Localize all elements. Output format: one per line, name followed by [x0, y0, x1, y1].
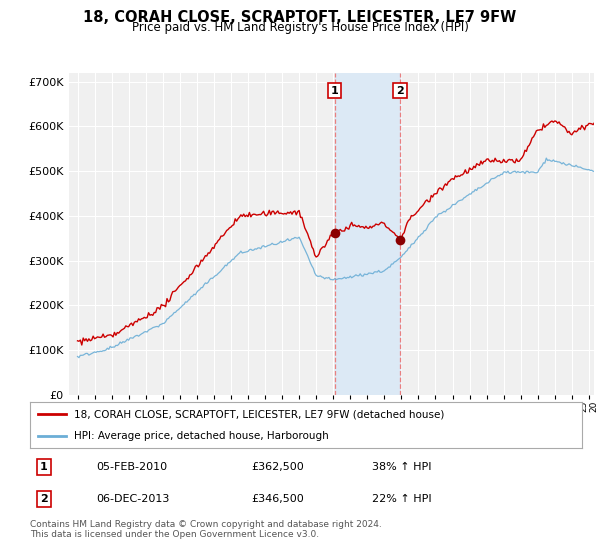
Text: 2: 2 — [40, 494, 47, 504]
Text: 38% ↑ HPI: 38% ↑ HPI — [372, 462, 432, 472]
Text: 05-FEB-2010: 05-FEB-2010 — [96, 462, 167, 472]
Text: 06-DEC-2013: 06-DEC-2013 — [96, 494, 170, 504]
Text: 2: 2 — [396, 86, 404, 96]
Text: Price paid vs. HM Land Registry's House Price Index (HPI): Price paid vs. HM Land Registry's House … — [131, 21, 469, 34]
Text: Contains HM Land Registry data © Crown copyright and database right 2024.
This d: Contains HM Land Registry data © Crown c… — [30, 520, 382, 539]
Text: 1: 1 — [331, 86, 338, 96]
Text: 18, CORAH CLOSE, SCRAPTOFT, LEICESTER, LE7 9FW (detached house): 18, CORAH CLOSE, SCRAPTOFT, LEICESTER, L… — [74, 409, 445, 419]
Text: £362,500: £362,500 — [251, 462, 304, 472]
Text: £346,500: £346,500 — [251, 494, 304, 504]
Text: 22% ↑ HPI: 22% ↑ HPI — [372, 494, 432, 504]
Text: 18, CORAH CLOSE, SCRAPTOFT, LEICESTER, LE7 9FW: 18, CORAH CLOSE, SCRAPTOFT, LEICESTER, L… — [83, 10, 517, 25]
Bar — [335, 73, 400, 395]
Text: 1: 1 — [40, 462, 47, 472]
Text: HPI: Average price, detached house, Harborough: HPI: Average price, detached house, Harb… — [74, 431, 329, 441]
